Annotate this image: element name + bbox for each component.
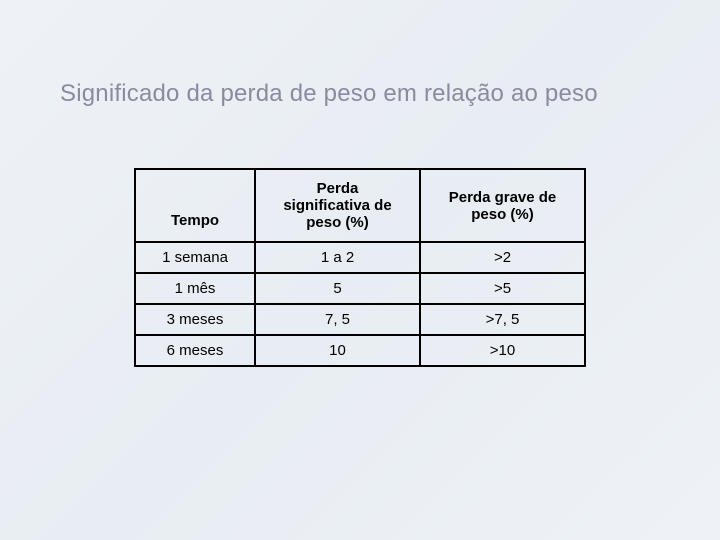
table-row: 6 meses 10 >10	[135, 335, 585, 366]
cell-tempo: 6 meses	[135, 335, 255, 366]
slide-container: Significado da perda de peso em relação …	[0, 0, 720, 540]
table-row: 3 meses 7, 5 >7, 5	[135, 304, 585, 335]
cell-grave: >10	[420, 335, 585, 366]
cell-tempo: 1 semana	[135, 242, 255, 273]
cell-tempo: 3 meses	[135, 304, 255, 335]
cell-grave: >2	[420, 242, 585, 273]
col-header-significativa: Perda significativa de peso (%)	[255, 169, 420, 242]
col-header-tempo: Tempo	[135, 169, 255, 242]
cell-grave: >7, 5	[420, 304, 585, 335]
cell-tempo: 1 mês	[135, 273, 255, 304]
table-row: 1 mês 5 >5	[135, 273, 585, 304]
cell-grave: >5	[420, 273, 585, 304]
weight-loss-table: Tempo Perda significativa de peso (%) Pe…	[134, 168, 586, 367]
table-wrapper: Tempo Perda significativa de peso (%) Pe…	[60, 168, 660, 367]
col-header-grave: Perda grave de peso (%)	[420, 169, 585, 242]
slide-title: Significado da perda de peso em relação …	[60, 80, 660, 108]
cell-sig: 1 a 2	[255, 242, 420, 273]
cell-sig: 7, 5	[255, 304, 420, 335]
cell-sig: 10	[255, 335, 420, 366]
table-row: 1 semana 1 a 2 >2	[135, 242, 585, 273]
table-header-row: Tempo Perda significativa de peso (%) Pe…	[135, 169, 585, 242]
cell-sig: 5	[255, 273, 420, 304]
